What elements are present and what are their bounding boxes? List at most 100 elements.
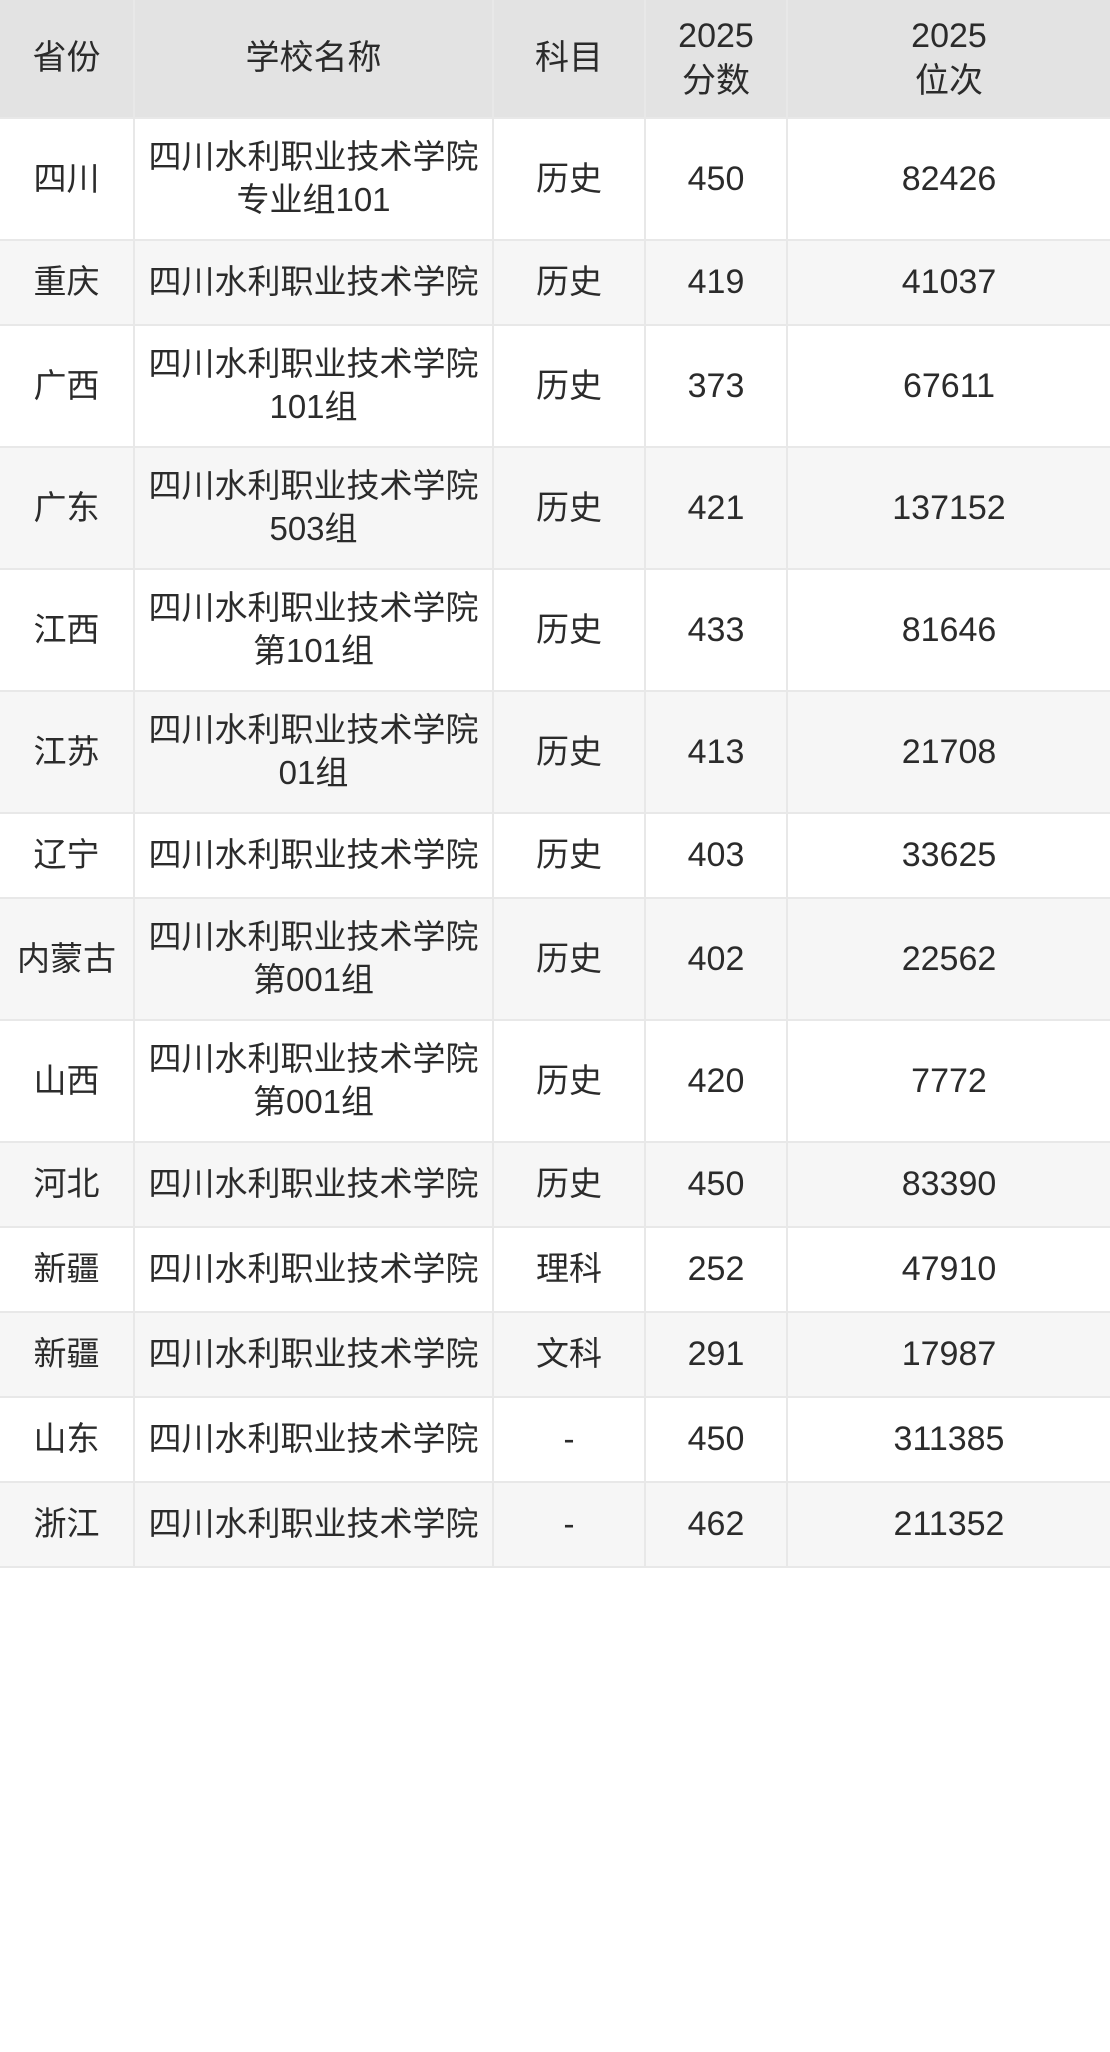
cell-school: 四川水利职业技术学院01组 <box>134 691 494 814</box>
column-header-subject-label: 科目 <box>535 39 603 78</box>
cell-subject: - <box>493 1397 646 1483</box>
header-row: 省份 学校名称 科目 2025 分数 2025 位次 <box>0 0 1110 119</box>
cell-province: 山东 <box>0 1397 135 1483</box>
cell-school: 四川水利职业技术学院第001组 <box>134 1020 494 1143</box>
cell-rank: 81646 <box>787 569 1110 692</box>
cell-school: 四川水利职业技术学院 <box>134 1397 494 1483</box>
table-row: 江西 四川水利职业技术学院第101组 历史 433 81646 <box>0 569 1110 692</box>
column-header-subject: 科目 <box>493 0 646 119</box>
cell-rank: 33625 <box>787 813 1110 899</box>
cell-subject: 历史 <box>493 447 646 570</box>
column-header-score-year: 2025 <box>678 17 754 56</box>
table-row: 河北 四川水利职业技术学院 历史 450 83390 <box>0 1142 1110 1228</box>
cell-province: 江苏 <box>0 691 135 814</box>
cell-score: 403 <box>645 813 788 899</box>
column-header-school: 学校名称 <box>134 0 494 119</box>
cell-subject: 历史 <box>493 1020 646 1143</box>
cell-school: 四川水利职业技术学院 <box>134 1142 494 1228</box>
cell-province: 广东 <box>0 447 135 570</box>
cell-subject: 历史 <box>493 325 646 448</box>
cell-province: 内蒙古 <box>0 898 135 1021</box>
cell-score: 462 <box>645 1482 788 1568</box>
cell-school: 四川水利职业技术学院 <box>134 813 494 899</box>
cell-province: 新疆 <box>0 1312 135 1398</box>
cell-province: 河北 <box>0 1142 135 1228</box>
cell-province: 辽宁 <box>0 813 135 899</box>
cell-subject: - <box>493 1482 646 1568</box>
cell-rank: 311385 <box>787 1397 1110 1483</box>
table-row: 辽宁 四川水利职业技术学院 历史 403 33625 <box>0 813 1110 899</box>
cell-province: 江西 <box>0 569 135 692</box>
cell-subject: 历史 <box>493 898 646 1021</box>
table-body: 四川 四川水利职业技术学院专业组101 历史 450 82426 重庆 四川水利职业技术学院… <box>0 118 1110 1568</box>
cell-subject: 历史 <box>493 813 646 899</box>
cell-rank: 47910 <box>787 1227 1110 1313</box>
cell-rank: 83390 <box>787 1142 1110 1228</box>
cell-score: 402 <box>645 898 788 1021</box>
cell-school: 四川水利职业技术学院 <box>134 240 494 326</box>
cell-school: 四川水利职业技术学院 <box>134 1482 494 1568</box>
cell-rank: 22562 <box>787 898 1110 1021</box>
cell-subject: 历史 <box>493 240 646 326</box>
cell-province: 浙江 <box>0 1482 135 1568</box>
cell-subject: 理科 <box>493 1227 646 1313</box>
cell-subject: 历史 <box>493 569 646 692</box>
cell-score: 413 <box>645 691 788 814</box>
cell-school: 四川水利职业技术学院101组 <box>134 325 494 448</box>
cell-score: 291 <box>645 1312 788 1398</box>
cell-rank: 17987 <box>787 1312 1110 1398</box>
cell-score: 450 <box>645 1142 788 1228</box>
cell-province: 广西 <box>0 325 135 448</box>
table-header: 省份 学校名称 科目 2025 分数 2025 位次 <box>0 0 1110 119</box>
admission-score-table: 省份 学校名称 科目 2025 分数 2025 位次 四川 四川水利职业技术学院专… <box>0 0 1110 1568</box>
column-header-score-label: 分数 <box>682 61 750 100</box>
cell-score: 420 <box>645 1020 788 1143</box>
cell-rank: 67611 <box>787 325 1110 448</box>
table-row: 山东 四川水利职业技术学院 -450 311385 <box>0 1397 1110 1483</box>
table-row: 江苏 四川水利职业技术学院01组 历史 413 21708 <box>0 691 1110 814</box>
column-header-rank: 2025 位次 <box>787 0 1110 119</box>
cell-school: 四川水利职业技术学院 <box>134 1227 494 1313</box>
cell-province: 四川 <box>0 118 135 241</box>
cell-rank: 7772 <box>787 1020 1110 1143</box>
cell-subject: 历史 <box>493 691 646 814</box>
column-header-rank-year: 2025 <box>911 17 987 56</box>
cell-score: 450 <box>645 1397 788 1483</box>
cell-score: 373 <box>645 325 788 448</box>
cell-school: 四川水利职业技术学院第001组 <box>134 898 494 1021</box>
column-header-province: 省份 <box>0 0 135 119</box>
cell-province: 重庆 <box>0 240 135 326</box>
table-row: 新疆 四川水利职业技术学院 理科 252 47910 <box>0 1227 1110 1313</box>
cell-school: 四川水利职业技术学院第101组 <box>134 569 494 692</box>
cell-subject: 历史 <box>493 118 646 241</box>
cell-score: 450 <box>645 118 788 241</box>
table-row: 四川 四川水利职业技术学院专业组101 历史 450 82426 <box>0 118 1110 241</box>
cell-score: 433 <box>645 569 788 692</box>
table-row: 新疆 四川水利职业技术学院 文科 291 17987 <box>0 1312 1110 1398</box>
column-header-province-label: 省份 <box>32 39 101 78</box>
table-row: 内蒙古 四川水利职业技术学院第001组 历史 402 22562 <box>0 898 1110 1021</box>
cell-rank: 137152 <box>787 447 1110 570</box>
cell-school: 四川水利职业技术学院 <box>134 1312 494 1398</box>
cell-subject: 文科 <box>493 1312 646 1398</box>
cell-school: 四川水利职业技术学院专业组101 <box>134 118 494 241</box>
column-header-rank-label: 位次 <box>915 61 983 100</box>
cell-province: 山西 <box>0 1020 135 1143</box>
table-row: 山西 四川水利职业技术学院第001组 历史 420 7772 <box>0 1020 1110 1143</box>
cell-province: 新疆 <box>0 1227 135 1313</box>
cell-rank: 211352 <box>787 1482 1110 1568</box>
cell-subject: 历史 <box>493 1142 646 1228</box>
cell-rank: 21708 <box>787 691 1110 814</box>
table-row: 广东 四川水利职业技术学院503组 历史 421 137152 <box>0 447 1110 570</box>
cell-score: 252 <box>645 1227 788 1313</box>
cell-score: 421 <box>645 447 788 570</box>
cell-score: 419 <box>645 240 788 326</box>
cell-rank: 41037 <box>787 240 1110 326</box>
table-row: 重庆 四川水利职业技术学院 历史 419 41037 <box>0 240 1110 326</box>
cell-rank: 82426 <box>787 118 1110 241</box>
column-header-school-label: 学校名称 <box>245 39 382 78</box>
cell-school: 四川水利职业技术学院503组 <box>134 447 494 570</box>
column-header-score: 2025 分数 <box>645 0 788 119</box>
table-row: 广西 四川水利职业技术学院101组 历史 373 67611 <box>0 325 1110 448</box>
table-row: 浙江 四川水利职业技术学院 -462 211352 <box>0 1482 1110 1568</box>
